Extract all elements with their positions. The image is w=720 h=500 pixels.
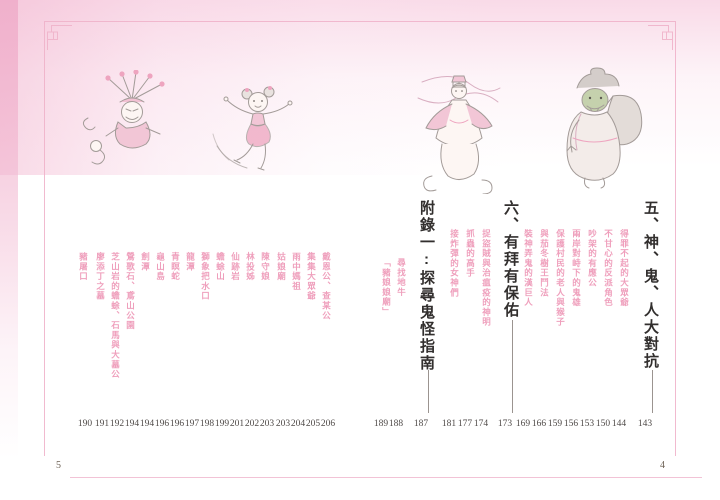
leaping-girl-illustration [212,86,293,171]
toc-entry-page-number: 194 [139,419,155,429]
toc-entry: 不甘心的反派角色 [603,229,614,308]
right-folio: 4 [660,460,665,471]
toc-entry-page-number: 174 [473,419,489,429]
toc-entry: 豬屠口 [78,252,89,282]
toc-entry-page-number: 196 [154,419,170,429]
toc-entry: 與茄冬樹王鬥法 [539,229,550,298]
toc-entry-page-number: 156 [563,419,579,429]
toc-section-page-number: 173 [497,419,513,429]
toc-entry: 尋找地牛 [396,258,407,298]
toc-entry-page-number: 203 [275,419,291,429]
toc-entry-page-number: 188 [388,419,404,429]
toc-entry-page-number: 153 [579,419,595,429]
toc-entry-page-number: 190 [77,419,93,429]
toc-section-title: 六、有拜有保佑 [502,200,519,319]
toc-entry: 劍潭 [140,252,151,272]
toc-entry-page-number: 201 [229,419,245,429]
toc-entry: 雨中媽祖 [291,252,302,292]
toc-entry: 戴恩公、查某公 [321,252,332,321]
toc-entry-page-number: 205 [305,419,321,429]
toc-entry-page-number: 189 [373,419,389,429]
toc-entry-page-number: 177 [457,419,473,429]
toc-entry-page-number: 198 [199,419,215,429]
toc-entry: 龍潭 [185,252,196,272]
toc-entry: 兩岸對峙下的鬼雄 [571,229,582,308]
toc-entry-page-number: 192 [109,419,125,429]
toc-section-page-number: 143 [637,419,653,429]
toc-section-title: 附錄一:探尋鬼怪指南 [418,200,435,372]
toc-section-rule [512,320,513,413]
toc-section-rule [428,370,429,413]
toc-entry: 「豬娘娘廟」 [381,258,392,317]
toc-entry-page-number: 166 [531,419,547,429]
toc-entry: 陳守娘 [260,252,271,282]
toc-entry: 抓蟲的高手 [465,229,476,278]
toc-entry-page-number: 191 [94,419,110,429]
toc-entry: 得罪不起的大眾爺 [619,229,630,308]
toc-entry-page-number: 159 [547,419,563,429]
toc-entry-page-number: 144 [611,419,627,429]
toc-entry: 捉盜賊與治瘟疫的神明 [481,229,492,327]
toc-entry: 保護村民的老人與猴子 [555,229,566,327]
toc-entry: 芝山岩的蟾蜍、石馬與大墓公 [110,252,121,380]
toc-entry-page-number: 169 [515,419,531,429]
toc-section-rule [652,370,653,413]
toc-entry: 鶯歌石、鳶山公園 [125,252,136,331]
toc-entry-page-number: 203 [259,419,275,429]
toc-entry-page-number: 202 [244,419,260,429]
toc-entry-page-number: 194 [124,419,140,429]
demon-with-blade-headdress-illustration [82,70,165,165]
toc-section-page-number: 187 [413,419,429,429]
toc-entry: 林投姊 [245,252,256,282]
toc-entry-page-number: 199 [214,419,230,429]
toc-entry: 裝神弄鬼的漢巨人 [523,229,534,308]
toc-section-title: 五、神、鬼、人大對抗 [642,200,659,370]
toc-entry: 吵架的有應公 [587,229,598,288]
toc-entry-page-number: 150 [595,419,611,429]
toc-entry-page-number: 204 [290,419,306,429]
toc-entry-page-number: 206 [320,419,336,429]
toc-entry-page-number: 181 [441,419,457,429]
green-giant-with-sack-illustration [566,67,643,189]
toc-entry: 獅象把水口 [200,252,211,301]
goddess-with-ribbons-illustration [417,75,501,194]
toc-entry: 廖添丁之墓 [95,252,106,301]
toc-entry: 集集大眾爺 [306,252,317,301]
toc-entry-page-number: 197 [184,419,200,429]
toc-entry: 龜山島 [155,252,166,282]
toc-entry-page-number: 196 [169,419,185,429]
toc-entry: 姑娘廟 [276,252,287,282]
left-folio: 5 [56,460,61,471]
footer-rule [70,477,702,478]
toc-entry: 蟾蜍山 [215,252,226,282]
toc-entry: 接炸彈的女神們 [449,229,460,298]
toc-entry: 仙跡岩 [230,252,241,282]
toc-entry: 青瞑蛇 [170,252,181,282]
